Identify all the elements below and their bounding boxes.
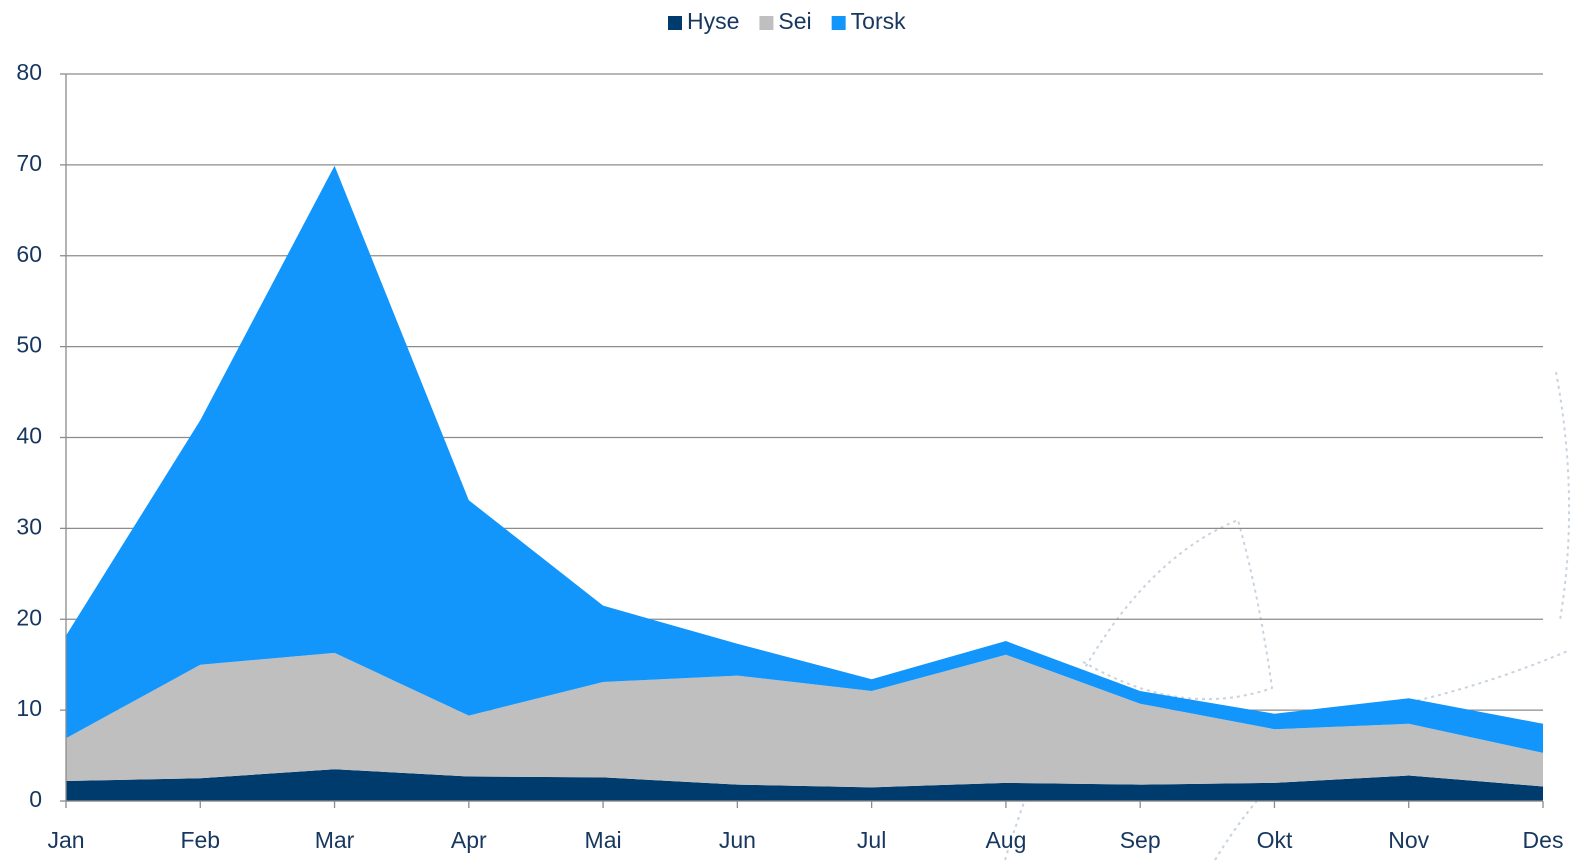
x-tick-label: Des [1523,827,1564,853]
x-tick-label: Nov [1388,827,1429,853]
area [66,769,1543,801]
legend-label: Torsk [851,8,906,34]
legend-label: Sei [778,8,811,34]
x-tick-label: Jun [719,827,756,853]
x-tick-label: Feb [180,827,220,853]
x-tick-label: Jul [857,827,886,853]
y-tick-label: 10 [16,695,42,721]
watermark-curve [1555,371,1571,621]
area [66,652,1543,788]
x-tick-label: Mai [585,827,622,853]
y-tick-label: 70 [16,150,42,176]
y-tick-label: 30 [16,513,42,539]
x-tick-label: Apr [451,827,487,853]
y-tick-label: 80 [16,59,42,85]
y-tick-label: 20 [16,604,42,630]
y-tick-label: 60 [16,241,42,267]
legend-swatch [831,16,846,30]
legend: Hyse Sei Torsk [668,8,906,34]
y-tick-label: 40 [16,423,42,449]
legend-swatch [759,16,774,30]
x-tick-label: Aug [985,827,1026,853]
x-tick-label: Sep [1120,827,1161,853]
y-tick-label: 50 [16,332,42,358]
x-tick-label: Jan [47,827,84,853]
x-tick-label: Okt [1257,827,1293,853]
y-tick-label: 0 [29,786,42,812]
legend-label: Hyse [687,8,739,34]
legend-swatch [668,16,682,30]
x-tick-label: Mar [315,827,355,853]
plot [60,73,1544,808]
area [66,165,1543,753]
